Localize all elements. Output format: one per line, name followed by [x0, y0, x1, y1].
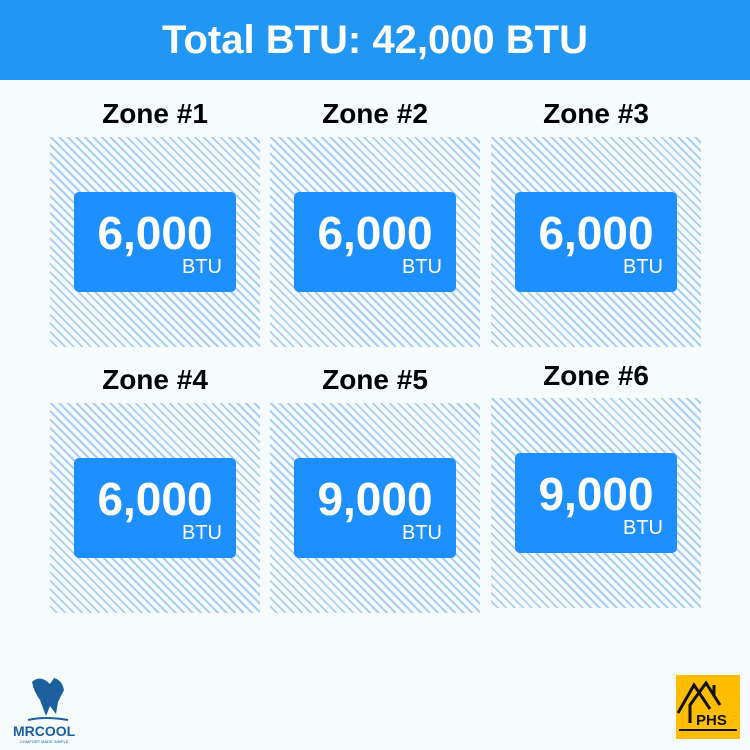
- btu-value: 6,000: [97, 207, 213, 259]
- zone-card: 6,000 BTU: [50, 403, 260, 613]
- btu-box: 6,000 BTU: [294, 192, 456, 292]
- btu-box: 9,000 BTU: [515, 453, 677, 553]
- zone-card: 6,000 BTU: [50, 137, 260, 347]
- phs-logo: PHS: [676, 675, 740, 739]
- zone-card: 6,000 BTU: [270, 137, 480, 347]
- btu-unit: BTU: [623, 517, 663, 539]
- zone-card: 9,000 BTU: [270, 403, 480, 613]
- zone-title: Zone #1: [102, 98, 208, 129]
- polar-bear-icon: MRCOOL COMFORT MADE SIMPLE: [13, 678, 76, 744]
- zone-card: 6,000 BTU: [491, 137, 701, 347]
- zone-title: Zone #3: [543, 98, 649, 129]
- total-btu-header: Total BTU: 42,000 BTU: [0, 0, 750, 80]
- btu-box: 6,000 BTU: [74, 192, 236, 292]
- mrcool-tagline: COMFORT MADE SIMPLE: [20, 739, 69, 744]
- zone-title: Zone #2: [322, 98, 428, 129]
- mrcool-logo: MRCOOL COMFORT MADE SIMPLE: [10, 670, 115, 745]
- phs-text: PHS: [696, 712, 727, 729]
- btu-box: 6,000 BTU: [515, 192, 677, 292]
- btu-unit: BTU: [623, 256, 663, 278]
- house-icon: PHS: [676, 680, 737, 731]
- btu-value: 6,000: [317, 207, 433, 259]
- btu-box: 9,000 BTU: [294, 458, 456, 558]
- btu-unit: BTU: [402, 522, 442, 544]
- mrcool-wordmark: MRCOOL: [13, 723, 76, 739]
- zone-title: Zone #6: [543, 360, 649, 391]
- header-title: Total BTU: 42,000 BTU: [162, 17, 588, 62]
- btu-value: 9,000: [317, 473, 433, 525]
- btu-box: 6,000 BTU: [74, 458, 236, 558]
- btu-unit: BTU: [182, 522, 222, 544]
- btu-value: 6,000: [538, 207, 654, 259]
- btu-value: 6,000: [97, 473, 213, 525]
- btu-unit: BTU: [182, 256, 222, 278]
- zone-title: Zone #5: [322, 364, 428, 395]
- btu-value: 9,000: [538, 468, 654, 520]
- zone-card: 9,000 BTU: [491, 398, 701, 608]
- zone-title: Zone #4: [102, 364, 208, 395]
- btu-unit: BTU: [402, 256, 442, 278]
